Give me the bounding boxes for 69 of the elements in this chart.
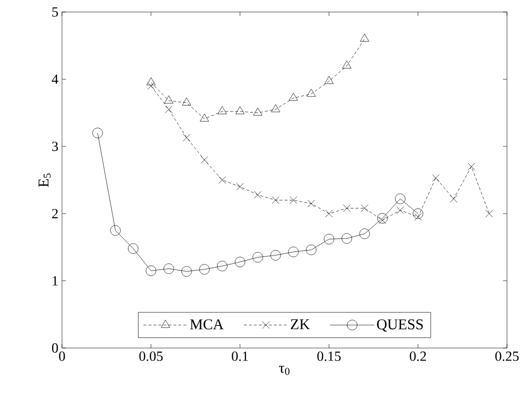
legend-label: QUESS (377, 319, 423, 332)
point (306, 88, 316, 97)
point (412, 208, 424, 219)
point (272, 196, 280, 204)
point (254, 191, 262, 199)
point (324, 76, 334, 84)
point (307, 200, 315, 208)
point (234, 256, 246, 268)
point (235, 106, 245, 114)
point (253, 108, 262, 116)
point (325, 210, 333, 218)
point (147, 82, 155, 90)
point (324, 234, 334, 244)
point (288, 246, 299, 258)
point (342, 60, 352, 68)
point (252, 252, 263, 262)
point (146, 266, 156, 276)
point (450, 195, 458, 203)
point (199, 264, 210, 275)
point (360, 204, 368, 212)
point (271, 104, 280, 112)
point (200, 114, 209, 122)
point (378, 216, 386, 224)
y-tick-label: 1 (52, 276, 58, 286)
point (128, 243, 138, 254)
point (218, 106, 227, 114)
point (218, 176, 226, 184)
x-tick-label: 0 (59, 352, 65, 361)
point (270, 250, 281, 260)
point (360, 34, 370, 42)
x-tick-label: 0.2 (410, 352, 426, 361)
y-tick-label: 5 (52, 7, 58, 17)
point (343, 204, 351, 212)
y-axis-title: E$_{5}$ (38, 173, 51, 187)
point (181, 266, 192, 277)
point (236, 182, 244, 190)
point (342, 233, 352, 244)
point (164, 96, 174, 104)
point (290, 196, 298, 204)
x-tick-label: 0.1 (232, 352, 248, 361)
legend-label: ZK (290, 319, 310, 330)
point (164, 264, 174, 274)
point (165, 106, 173, 114)
point (359, 228, 370, 239)
point (182, 98, 192, 106)
x-tick-label: 0.25 (495, 352, 519, 361)
y-tick-label: 4 (52, 74, 58, 84)
x-axis-title: τ$_{0}$ (278, 366, 290, 375)
point (146, 77, 156, 86)
y-tick-label: 2 (52, 208, 58, 218)
point (468, 162, 476, 170)
point (110, 225, 121, 236)
point (92, 128, 103, 138)
point (200, 156, 208, 164)
point (432, 174, 440, 182)
point (182, 134, 190, 142)
point (377, 213, 388, 224)
y-tick-label: 0 (52, 343, 58, 353)
legend-label: MCA (190, 319, 224, 330)
point (217, 260, 228, 272)
x-tick-label: 0.15 (317, 352, 341, 361)
point (414, 213, 422, 221)
point (395, 194, 406, 204)
x-tick-label: 0.05 (139, 352, 163, 361)
point (485, 210, 493, 218)
y-tick-label: 3 (52, 142, 58, 152)
point (288, 92, 298, 101)
point (396, 206, 404, 214)
point (306, 244, 316, 256)
